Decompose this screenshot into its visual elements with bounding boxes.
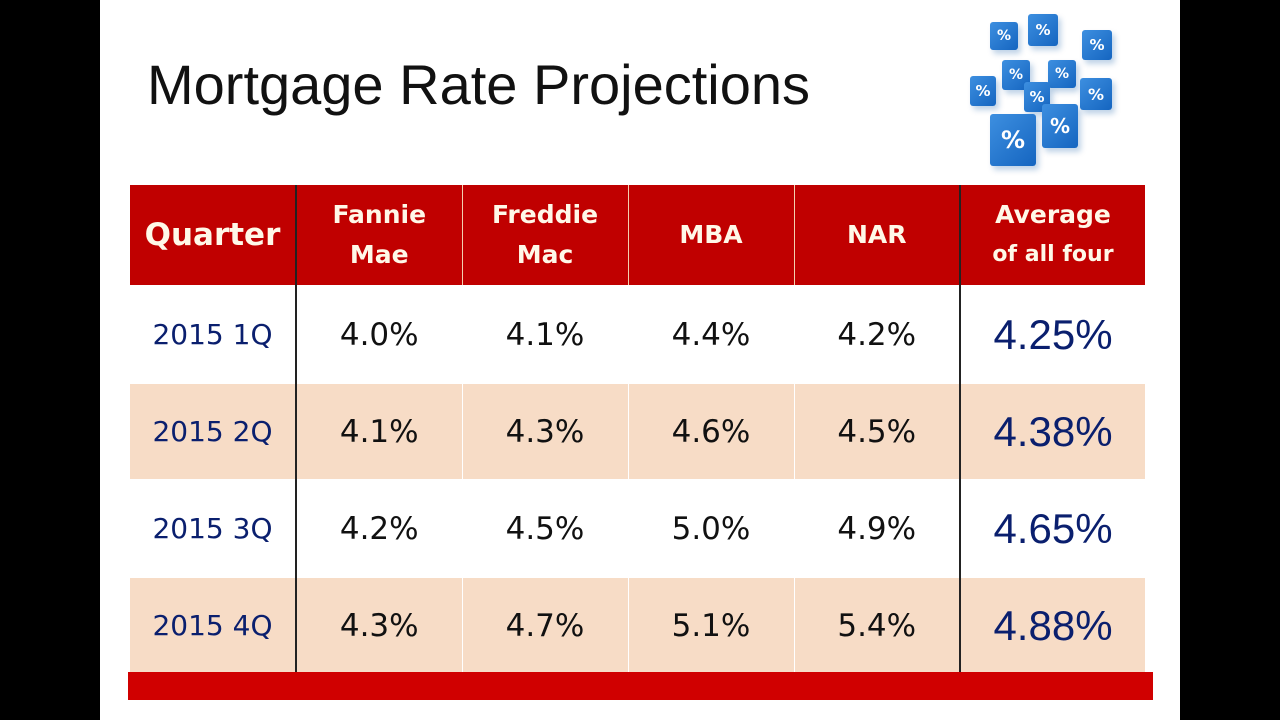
die: % [1028,14,1058,46]
rate-cell: 4.0% [295,285,462,383]
header-fannie-mae: Fannie Mae [295,185,462,286]
quarter-cell: 2015 3Q [130,479,297,577]
rate-cell: 4.3% [295,576,462,673]
die: % [1082,30,1112,60]
die: % [990,22,1018,50]
average-cell: 4.38% [959,382,1145,480]
rate-cell: 4.1% [461,285,628,383]
rate-cell: 4.7% [461,576,628,673]
rate-cell: 4.1% [295,382,462,480]
die: % [990,114,1036,166]
quarter-cell: 2015 1Q [130,285,297,383]
header-average: Average of all four [959,185,1145,286]
rate-cell: 5.4% [793,576,960,673]
table-row: 2015 4Q 4.3% 4.7% 5.1% 5.4% 4.88% [130,576,1145,673]
header-line: Freddie [491,200,599,229]
table-row: 2015 3Q 4.2% 4.5% 5.0% 4.9% 4.65% [130,479,1145,577]
quarter-cell: 2015 2Q [130,382,297,480]
percent-dice-icon: % % % % % % % % % % [960,8,1160,178]
table-row: 2015 1Q 4.0% 4.1% 4.4% 4.2% 4.25% [130,285,1145,383]
die: % [1080,78,1112,110]
header-line: Mae [349,240,409,269]
rate-cell: 5.1% [627,576,794,673]
header-line: Fannie [332,200,427,229]
bottom-bar [128,672,1153,700]
quarter-cell: 2015 4Q [130,576,297,673]
rate-cell: 4.4% [627,285,794,383]
header-quarter: Quarter [130,185,297,286]
slide: Mortgage Rate Projections % % % % % % % … [100,0,1180,720]
rate-cell: 4.6% [627,382,794,480]
die: % [1002,60,1030,90]
rate-cell: 5.0% [627,479,794,577]
rate-cell: 4.2% [793,285,960,383]
rate-cell: 4.2% [295,479,462,577]
rate-cell: 4.5% [793,382,960,480]
rate-cell: 4.9% [793,479,960,577]
mortgage-rate-table: Quarter Fannie Mae Freddie Mac MBA NAR Ave… [130,185,1145,673]
average-cell: 4.88% [959,576,1145,673]
header-line: Average [995,200,1111,229]
header-freddie-mac: Freddie Mac [461,185,628,286]
slide-title: Mortgage Rate Projections [147,53,811,116]
average-cell: 4.65% [959,479,1145,577]
header-mba: MBA [627,185,794,286]
die: % [970,76,996,106]
average-cell: 4.25% [959,285,1145,383]
rate-cell: 4.3% [461,382,628,480]
die: % [1024,82,1050,112]
die: % [1042,104,1078,148]
header-row: Quarter Fannie Mae Freddie Mac MBA NAR Ave… [130,185,1145,286]
die: % [1048,60,1076,88]
header-line: of all four [992,242,1114,267]
table-row: 2015 2Q 4.1% 4.3% 4.6% 4.5% 4.38% [130,382,1145,480]
rate-cell: 4.5% [461,479,628,577]
header-nar: NAR [793,185,960,286]
header-line: Mac [516,240,574,269]
